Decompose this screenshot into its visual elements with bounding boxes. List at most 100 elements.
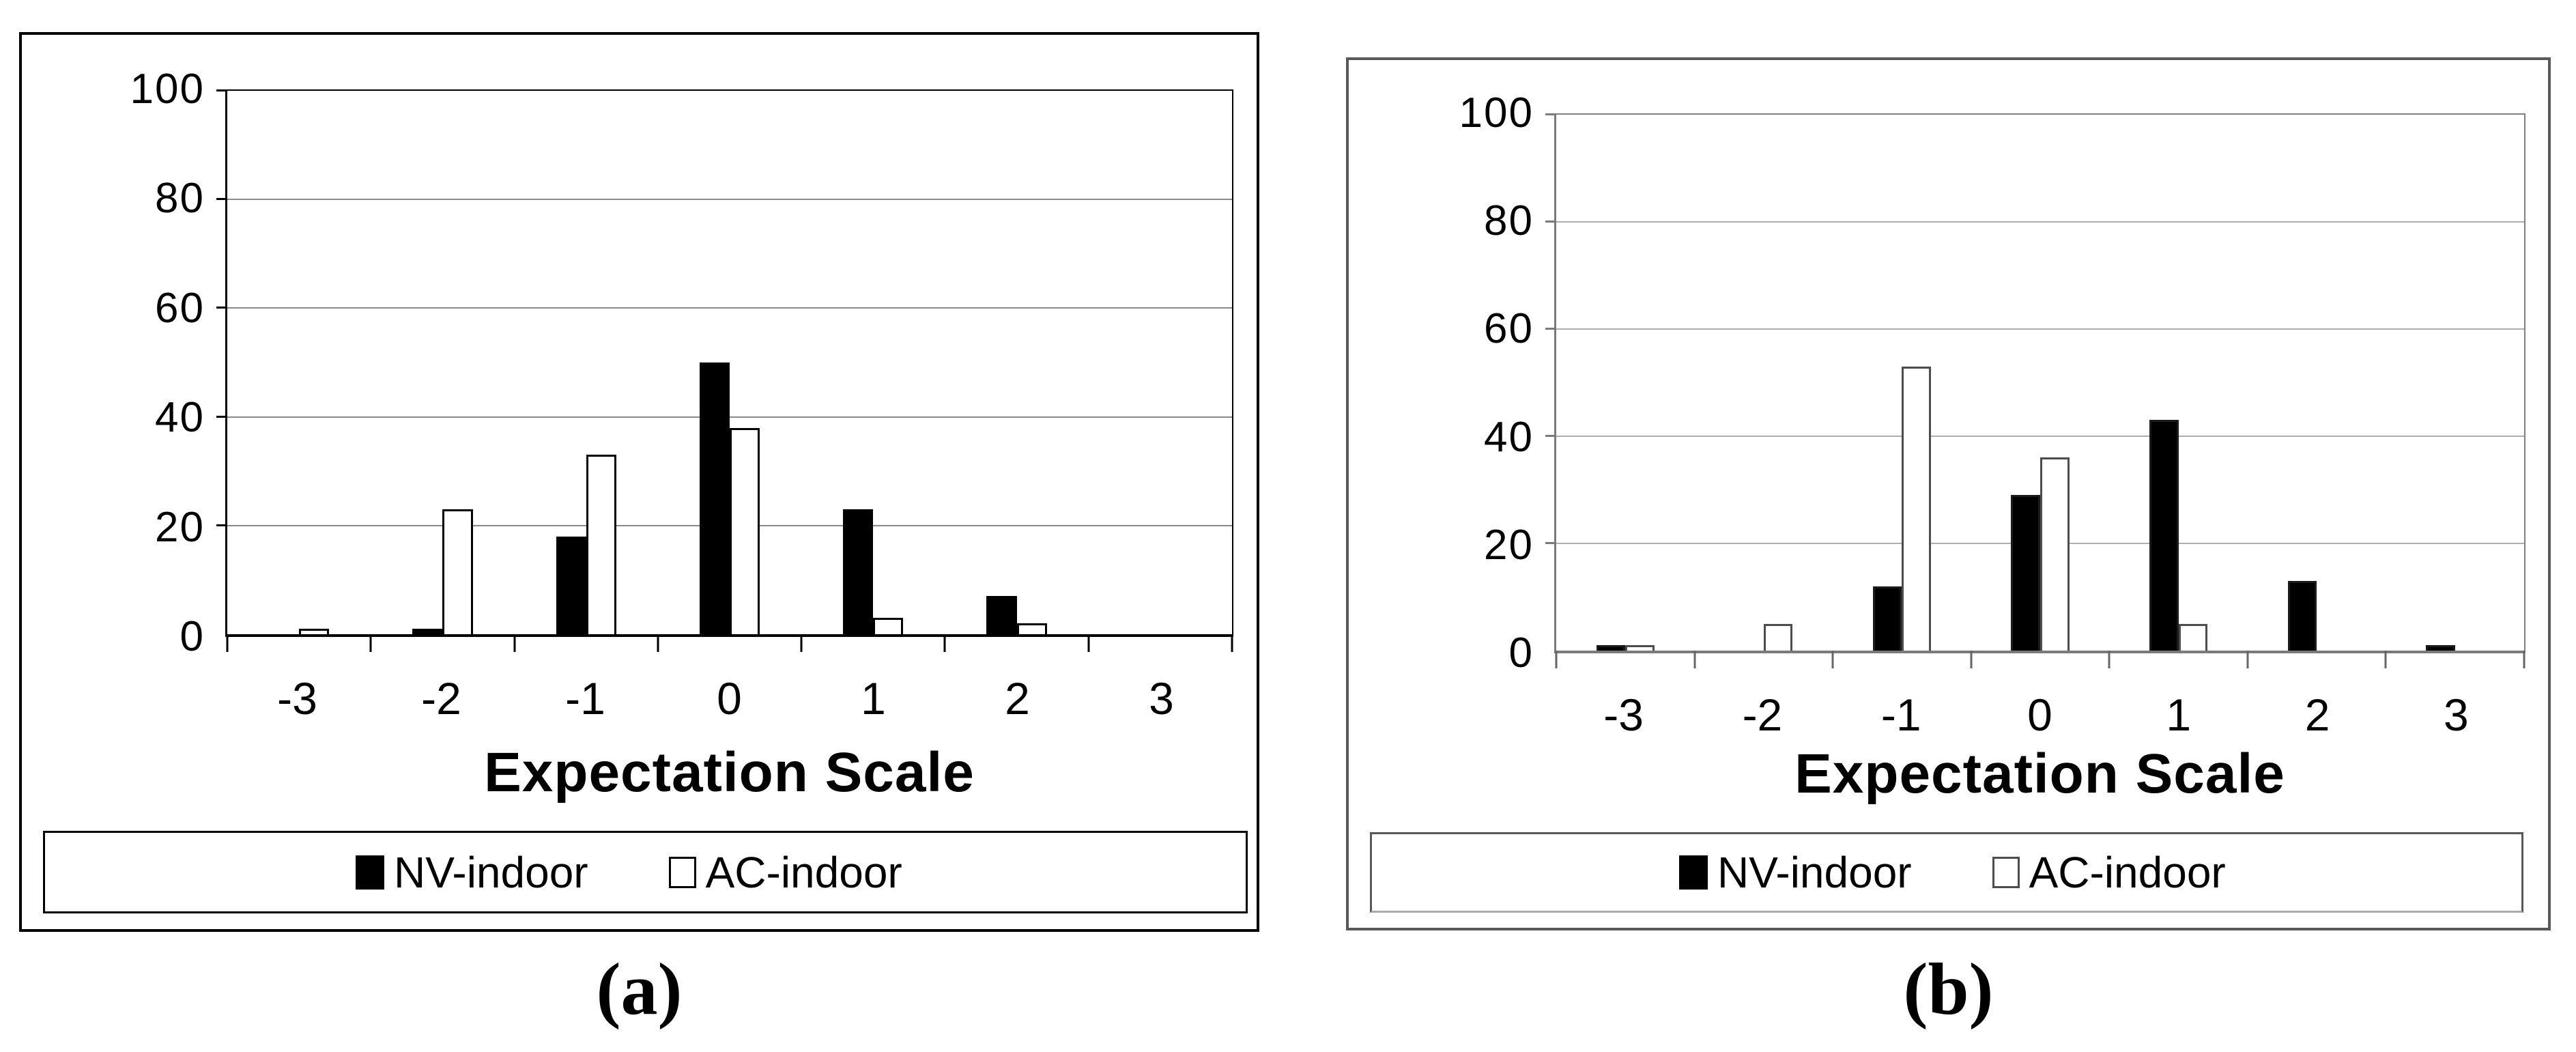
nv-indoor-swatch	[1679, 855, 1708, 890]
bar-group	[658, 91, 801, 634]
bar-group	[1089, 91, 1232, 634]
bar-nv-indoor	[412, 629, 443, 634]
y-tick-mark	[1545, 328, 1555, 330]
bar-ac-indoor	[299, 629, 330, 634]
bar-ac-indoor	[2040, 457, 2070, 651]
bar-nv-indoor	[843, 509, 874, 634]
bar-ac-indoor	[442, 509, 473, 634]
x-tick-mark	[1087, 634, 1090, 652]
y-tick-label: 20	[1484, 521, 1534, 569]
y-tick-mark	[216, 524, 226, 526]
y-tick-label: 20	[155, 503, 205, 551]
bar-nv-indoor	[2011, 495, 2040, 651]
x-tick-mark	[1231, 634, 1233, 652]
bar-ac-indoor	[1625, 645, 1655, 651]
bar-group	[2248, 115, 2386, 651]
x-tick-mark	[2384, 651, 2387, 668]
bar-nv-indoor	[556, 536, 586, 634]
x-tick-label: 1	[861, 673, 886, 724]
bar-nv-indoor	[699, 362, 730, 634]
x-tick-label: 2	[2304, 690, 2330, 740]
x-tick-label: 0	[2027, 690, 2052, 740]
x-tick-mark	[226, 634, 229, 652]
x-tick-mark	[800, 634, 803, 652]
legend-b: NV-indoor AC-indoor	[1370, 832, 2523, 913]
bar-group	[1556, 115, 1695, 651]
y-tick-mark	[1545, 542, 1555, 544]
y-tick-mark	[1545, 221, 1555, 223]
gridline	[1556, 436, 2524, 437]
y-tick-label: 0	[180, 613, 205, 660]
x-tick-mark	[2108, 651, 2110, 668]
x-tick-mark	[1555, 651, 1558, 668]
x-tick-label: 3	[1149, 673, 1174, 724]
legend-label: NV-indoor	[1717, 848, 1912, 897]
x-tick-label: 0	[717, 673, 742, 724]
legend-a: NV-indoor AC-indoor	[43, 831, 1248, 913]
legend-item-nv-indoor: NV-indoor	[356, 849, 588, 896]
legend-label: AC-indoor	[2029, 848, 2226, 897]
bar-group	[515, 91, 658, 634]
x-tick-mark	[2523, 651, 2525, 668]
y-tick-label: 40	[155, 394, 205, 442]
x-tick-label: -1	[1880, 690, 1921, 740]
bar-nv-indoor	[1872, 586, 1902, 651]
bar-group	[371, 91, 514, 634]
y-axis-labels: 0 20 40 60 80 100	[1349, 90, 1534, 677]
y-tick-label: 60	[155, 284, 205, 332]
y-tick-label: 80	[1484, 197, 1534, 245]
y-tick-label: 0	[1508, 629, 1534, 677]
x-tick-label: -3	[277, 673, 317, 724]
y-tick-mark	[216, 198, 226, 201]
bar-ac-indoor	[1902, 366, 1931, 651]
bar-ac-indoor	[1763, 623, 1793, 651]
bar-ac-indoor	[2178, 623, 2208, 651]
x-axis-labels: -3 -2 -1 0 1 2 3	[1554, 687, 2525, 745]
caption-a: (a)	[596, 949, 683, 1030]
ac-indoor-swatch	[668, 856, 696, 888]
bar-group	[2109, 115, 2248, 651]
bar-group	[801, 91, 945, 634]
legend-item-ac-indoor: AC-indoor	[1992, 849, 2226, 896]
bar-group	[1971, 115, 2110, 651]
chart-a: 0 20 40 60 80 100 -3 -2 -1 0 1 2 3 Expectation Scal…	[19, 32, 1259, 932]
bar-nv-indoor	[2149, 420, 2179, 651]
x-tick-label: 1	[2166, 690, 2192, 740]
bar-group	[945, 91, 1088, 634]
y-tick-label: 80	[155, 175, 205, 223]
bar-ac-indoor	[1016, 623, 1047, 634]
y-axis-labels: 0 20 40 60 80 100	[22, 66, 205, 660]
bar-group	[1695, 115, 1833, 651]
x-axis-title: Expectation Scale	[484, 741, 975, 804]
legend-label: AC-indoor	[705, 847, 902, 897]
y-tick-mark	[1545, 113, 1555, 115]
x-axis-labels: -3 -2 -1 0 1 2 3	[225, 671, 1233, 728]
y-tick-mark	[216, 307, 226, 309]
x-tick-mark	[1970, 651, 1973, 668]
legend-item-ac-indoor: AC-indoor	[668, 847, 902, 897]
y-tick-mark	[216, 89, 226, 91]
plot-area-a	[216, 89, 1233, 652]
legend-item-nv-indoor: NV-indoor	[1679, 849, 1912, 896]
x-tick-label: 3	[2443, 690, 2469, 740]
x-tick-label: 2	[1005, 673, 1030, 724]
y-tick-label: 60	[1484, 305, 1534, 353]
bar-ac-indoor	[586, 455, 616, 634]
bar-ac-indoor	[873, 618, 904, 634]
caption-b: (b)	[1903, 949, 1994, 1030]
bar-group	[227, 91, 371, 634]
x-tick-mark	[2246, 651, 2249, 668]
ac-indoor-swatch	[1992, 857, 2020, 888]
x-tick-mark	[1831, 651, 1834, 668]
plot-area-b	[1545, 113, 2525, 668]
x-tick-mark	[369, 634, 372, 652]
bar-group	[2386, 115, 2524, 651]
x-tick-label: -2	[421, 673, 461, 724]
gridline	[227, 416, 1232, 418]
bar-nv-indoor	[2426, 645, 2455, 651]
bar-group	[1833, 115, 1971, 651]
y-tick-mark	[1545, 435, 1555, 437]
y-tick-label: 100	[130, 66, 205, 113]
y-tick-label: 100	[1459, 89, 1534, 137]
